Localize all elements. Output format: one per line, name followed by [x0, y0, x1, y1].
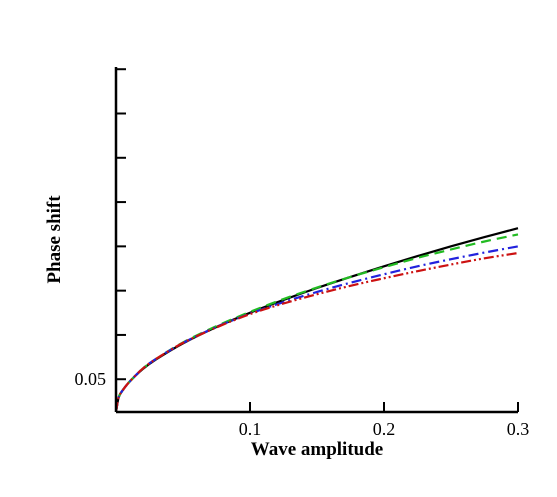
series-line-3: [114, 245, 519, 413]
series-line-1: [114, 227, 519, 413]
x-tick-label: 0.3: [507, 419, 530, 439]
x-tick-label: 0.2: [373, 419, 396, 439]
x-ticks: 0.1 0.2 0.3: [239, 402, 530, 439]
y-axis-title: Phase shift: [44, 195, 65, 284]
series-line-2: [114, 233, 519, 413]
series-layer: [114, 227, 519, 413]
y-ticks: 0.05: [75, 68, 126, 389]
x-tick-label: 0.1: [239, 419, 262, 439]
series-line-4: [114, 251, 519, 413]
x-axis-title: Wave amplitude: [251, 439, 383, 460]
y-tick-label: 0.05: [75, 369, 107, 389]
